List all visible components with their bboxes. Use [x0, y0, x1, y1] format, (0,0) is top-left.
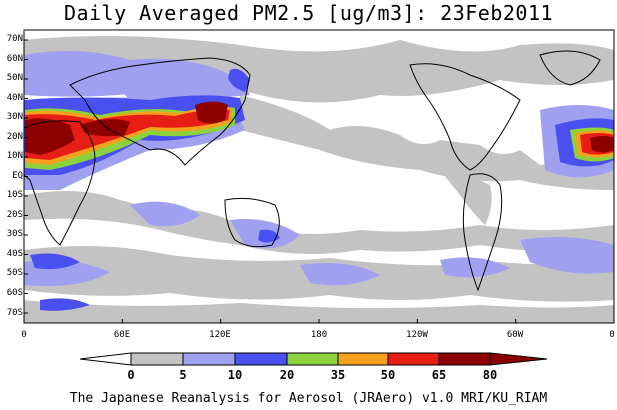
lat-label: 10N	[6, 151, 23, 161]
lon-label: 60W	[506, 330, 524, 340]
lat-label: 20S	[6, 210, 23, 220]
axis-ticks	[23, 39, 615, 323]
lat-label: 70S	[6, 308, 23, 318]
lat-label: 50S	[6, 268, 23, 278]
colorbar-label: 20	[279, 368, 295, 382]
lat-label: 40N	[6, 93, 23, 103]
lat-label: 50N	[6, 73, 23, 83]
lon-label: 0	[21, 330, 27, 340]
lon-label: 60E	[113, 330, 131, 340]
lon-label: 120W	[406, 330, 428, 340]
colorbar-label: 5	[179, 368, 187, 382]
colorbar-label: 0	[127, 368, 135, 382]
colorbar-label: 65	[431, 368, 447, 382]
lon-label: 180	[310, 330, 328, 340]
lat-label: 60N	[6, 54, 23, 64]
lat-label: 20N	[6, 132, 23, 142]
pm-field-above-80	[25, 101, 614, 155]
colorbar-label: 35	[330, 368, 346, 382]
lat-label: 10S	[6, 190, 23, 200]
colorbar-label: 80	[482, 368, 498, 382]
lat-label: 30S	[6, 229, 23, 239]
lon-label: 0	[609, 330, 615, 340]
lat-label: 70N	[6, 34, 23, 44]
footer-credit: The Japanese Reanalysis for Aerosol (JRA…	[69, 391, 548, 406]
lat-label: EQ	[12, 171, 23, 181]
lon-label: 120E	[209, 330, 231, 340]
lat-label: 40S	[6, 249, 23, 259]
lat-label: 60S	[6, 288, 23, 298]
lat-label: 30N	[6, 112, 23, 122]
colorbar-label: 10	[227, 368, 243, 382]
coastlines	[24, 50, 601, 292]
colorbar-label: 50	[380, 368, 396, 382]
map-title: Daily Averaged PM2.5 [ug/m3]: 23Feb2011	[63, 1, 554, 25]
